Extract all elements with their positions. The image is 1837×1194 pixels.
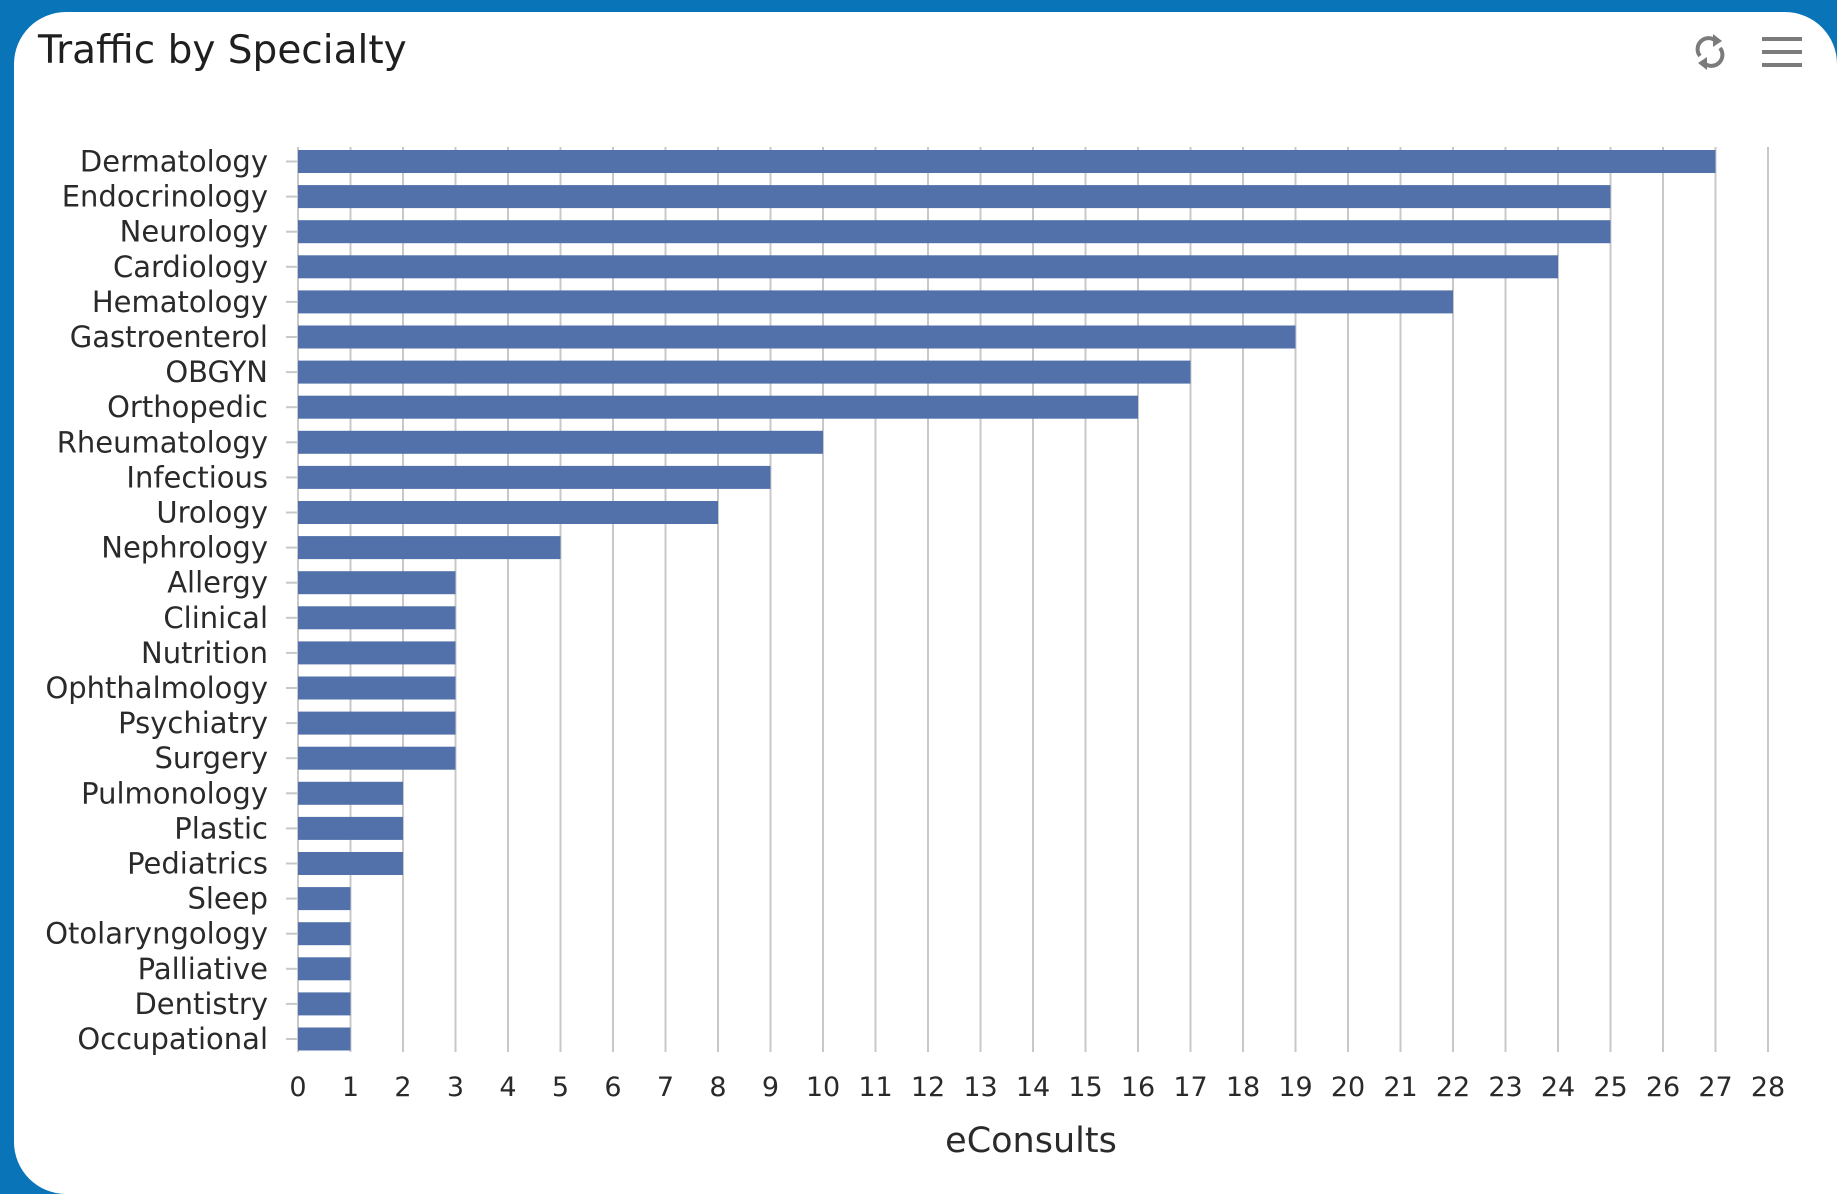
category-label: Psychiatry <box>118 706 268 740</box>
hamburger-menu-icon[interactable] <box>1758 28 1806 76</box>
x-tick-label: 15 <box>1068 1072 1102 1103</box>
category-label: Occupational <box>77 1022 268 1056</box>
category-label: Urology <box>156 496 268 530</box>
category-label: OBGYN <box>165 355 268 389</box>
bar[interactable] <box>298 360 1191 384</box>
x-tick-label: 5 <box>552 1072 569 1103</box>
bar[interactable] <box>298 992 351 1016</box>
x-tick-labels: 0 1 2 3 4 5 6 7 8 9 10 11 12 13 14 15 16 17 18 19 20 21 22 23 24… <box>289 1072 1785 1103</box>
bar[interactable] <box>298 922 351 946</box>
x-axis-title: eConsults <box>945 1121 1117 1161</box>
category-label: Dentistry <box>134 987 268 1021</box>
bar[interactable] <box>298 185 1611 209</box>
x-tick-label: 7 <box>657 1072 674 1103</box>
category-label: Endocrinology <box>62 180 268 214</box>
bar[interactable] <box>298 325 1296 349</box>
x-tick-label: 20 <box>1331 1072 1365 1103</box>
bar[interactable] <box>298 676 456 700</box>
bar[interactable] <box>298 852 403 875</box>
bar[interactable] <box>298 290 1453 314</box>
category-label: Otolaryngology <box>45 917 268 951</box>
x-tick-label: 22 <box>1436 1072 1470 1103</box>
category-label: Nutrition <box>141 636 268 670</box>
bars <box>298 150 1716 1051</box>
bar[interactable] <box>298 746 456 770</box>
x-tick-label: 13 <box>963 1072 997 1103</box>
category-label: Gastroenterol <box>70 320 268 354</box>
x-tick-label: 18 <box>1226 1072 1260 1103</box>
x-tick-label: 2 <box>394 1072 411 1103</box>
x-tick-label: 6 <box>604 1072 621 1103</box>
bar[interactable] <box>298 536 561 560</box>
gridlines <box>297 147 1769 1052</box>
x-tick-label: 27 <box>1698 1072 1732 1103</box>
category-label: Pediatrics <box>127 847 268 881</box>
bar[interactable] <box>298 887 351 911</box>
category-label: Rheumatology <box>57 425 268 459</box>
category-label: Sleep <box>187 882 268 916</box>
category-labels: DermatologyEndocrinologyNeurologyCardiol… <box>45 145 268 1057</box>
category-label: Hematology <box>92 285 268 319</box>
category-label: Nephrology <box>101 531 268 565</box>
x-tick-label: 17 <box>1173 1072 1207 1103</box>
bar[interactable] <box>298 957 351 981</box>
bar[interactable] <box>298 395 1138 419</box>
x-tick-label: 25 <box>1593 1072 1627 1103</box>
category-label: Surgery <box>154 741 268 775</box>
x-tick-label: 3 <box>447 1072 464 1103</box>
category-label: Infectious <box>126 460 268 494</box>
category-label: Clinical <box>163 601 268 635</box>
x-tick-label: 23 <box>1488 1072 1522 1103</box>
bar[interactable] <box>298 711 456 735</box>
category-label: Allergy <box>167 566 268 600</box>
x-tick-label: 24 <box>1541 1072 1575 1103</box>
x-tick-label: 0 <box>289 1072 306 1103</box>
bar[interactable] <box>298 816 403 840</box>
bar[interactable] <box>298 255 1558 279</box>
bar[interactable] <box>298 781 403 805</box>
refresh-icon[interactable] <box>1686 28 1734 76</box>
x-tick-label: 21 <box>1383 1072 1417 1103</box>
category-label: Neurology <box>120 215 268 249</box>
x-tick-label: 28 <box>1751 1072 1785 1103</box>
x-tick-label: 10 <box>806 1072 840 1103</box>
ticks <box>286 160 298 1040</box>
x-tick-label: 12 <box>911 1072 945 1103</box>
bar[interactable] <box>298 430 823 454</box>
x-tick-label: 19 <box>1278 1072 1312 1103</box>
bar[interactable] <box>298 571 456 595</box>
bar[interactable] <box>298 220 1611 244</box>
category-label: Orthopedic <box>107 390 268 424</box>
category-label: Cardiology <box>113 250 268 284</box>
x-tick-label: 16 <box>1121 1072 1155 1103</box>
bar[interactable] <box>298 606 456 630</box>
x-tick-label: 14 <box>1016 1072 1050 1103</box>
bar[interactable] <box>298 465 771 489</box>
x-tick-label: 1 <box>342 1072 359 1103</box>
category-label: Ophthalmology <box>45 671 268 705</box>
category-label: Pulmonology <box>81 776 268 810</box>
category-label: Palliative <box>138 952 268 986</box>
category-label: Dermatology <box>80 145 268 179</box>
x-tick-label: 26 <box>1646 1072 1680 1103</box>
category-label: Plastic <box>174 811 268 845</box>
bar[interactable] <box>298 501 718 524</box>
x-tick-label: 11 <box>858 1072 892 1103</box>
bar[interactable] <box>298 641 456 665</box>
chart-title: Traffic by Specialty <box>38 28 407 73</box>
x-tick-label: 8 <box>709 1072 726 1103</box>
bar[interactable] <box>298 1027 351 1051</box>
bar[interactable] <box>298 150 1716 173</box>
x-tick-label: 9 <box>762 1072 779 1103</box>
x-tick-label: 4 <box>499 1072 516 1103</box>
